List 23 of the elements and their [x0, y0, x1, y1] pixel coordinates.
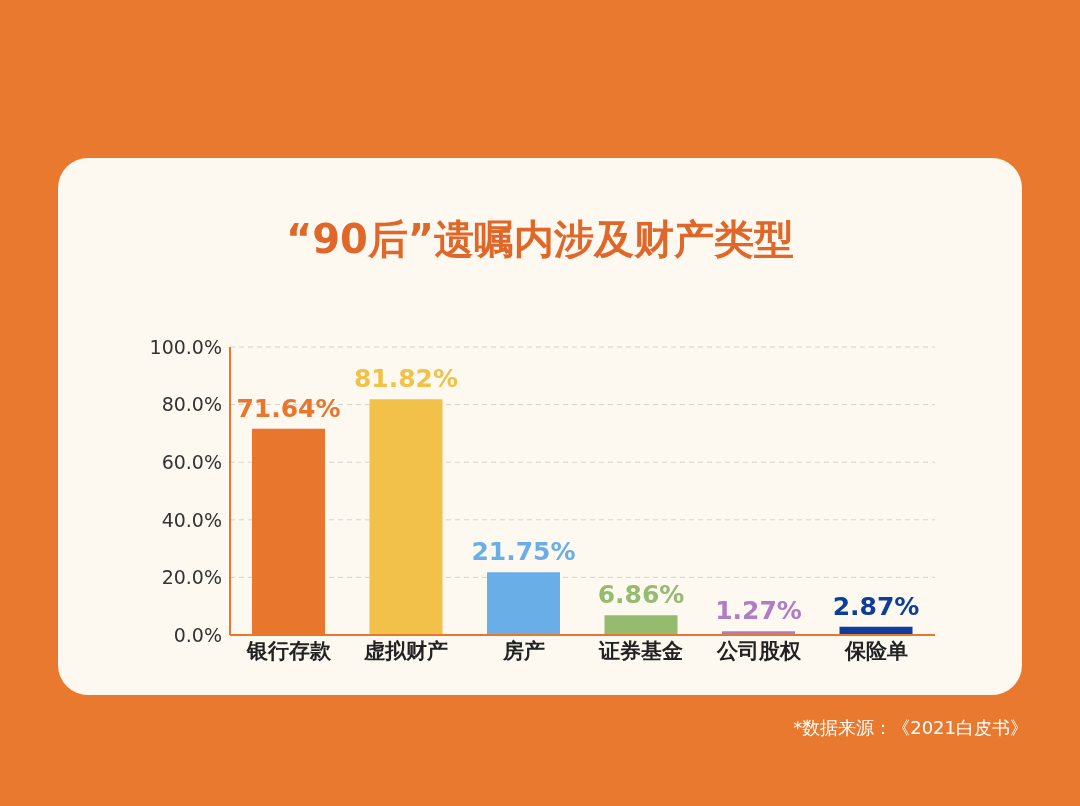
x-tick-label: 银行存款 [245, 638, 332, 663]
data-label: 21.75% [471, 537, 576, 567]
y-tick-label: 80.0% [161, 393, 222, 416]
y-tick-label: 40.0% [161, 508, 222, 531]
x-tick-label: 房产 [501, 638, 545, 663]
x-tick-label: 虚拟财产 [363, 638, 449, 663]
data-label: 1.27% [715, 596, 802, 626]
chart-title: “90后”遗嘱内涉及财产类型 [284, 215, 796, 264]
bar [369, 399, 443, 635]
data-label: 81.82% [353, 364, 459, 394]
y-tick-label: 100.0% [149, 335, 222, 358]
text: *数据来源：《2021白皮书》 [793, 716, 1028, 740]
x-tick-label: 公司股权 [715, 638, 802, 663]
y-tick-label: 0.0% [173, 623, 222, 646]
x-tick-label: 证券基金 [598, 638, 684, 663]
y-tick-label: 20.0% [161, 566, 222, 589]
bar [487, 572, 560, 635]
y-tick-label: 60.0% [161, 450, 222, 473]
data-label: 6.86% [597, 580, 685, 610]
data-label: 71.64% [236, 393, 341, 423]
x-tick-label: 保险单 [843, 638, 908, 663]
data-label: 2.87% [832, 591, 920, 621]
bar [604, 615, 678, 635]
